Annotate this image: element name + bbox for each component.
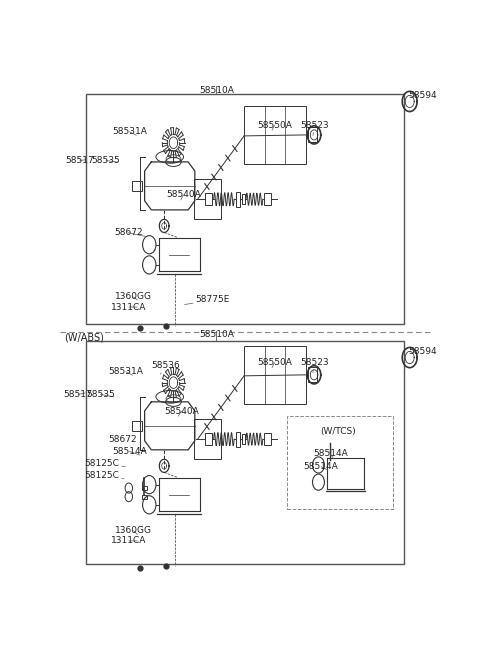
Text: 58523: 58523 [300, 358, 329, 373]
Bar [132, 420, 142, 431]
Text: 1360GG: 1360GG [115, 526, 152, 535]
Bar [287, 416, 393, 509]
Text: 58514A: 58514A [112, 447, 147, 456]
Bar [309, 367, 317, 382]
Text: 1360GG: 1360GG [115, 293, 152, 301]
Text: 58775E: 58775E [185, 295, 230, 304]
Bar [142, 495, 147, 499]
Text: 58540A: 58540A [164, 407, 199, 416]
Text: 58594: 58594 [408, 91, 436, 100]
Text: 58523: 58523 [300, 121, 329, 135]
Text: 58514A: 58514A [304, 462, 338, 471]
Text: 58672: 58672 [114, 228, 145, 237]
Text: 58536: 58536 [151, 361, 180, 374]
Text: 1311CA: 1311CA [111, 302, 147, 312]
Text: 58514A: 58514A [313, 449, 348, 459]
Bar [194, 179, 221, 220]
Text: 58517: 58517 [64, 390, 93, 399]
Text: 58540A: 58540A [166, 190, 201, 200]
Bar [241, 194, 245, 204]
Text: 58550A: 58550A [257, 121, 292, 131]
Bar [236, 192, 240, 207]
Bar [86, 341, 404, 564]
Text: 58125C: 58125C [84, 459, 125, 468]
Bar [244, 346, 305, 403]
Text: 58550A: 58550A [257, 358, 292, 367]
Text: 58510A: 58510A [199, 330, 234, 339]
Text: 58517: 58517 [66, 156, 95, 165]
Bar [264, 433, 271, 445]
Text: 58672: 58672 [108, 436, 141, 444]
Bar [132, 181, 142, 191]
Bar [205, 193, 212, 205]
Bar [86, 94, 404, 323]
Text: 58535: 58535 [86, 390, 115, 399]
Text: 58510A: 58510A [199, 86, 234, 94]
Text: (W/TCS): (W/TCS) [321, 427, 356, 436]
Text: 58531A: 58531A [108, 367, 143, 376]
Bar [309, 127, 317, 142]
Text: (W/ABS): (W/ABS) [64, 333, 104, 342]
Text: 58535: 58535 [92, 156, 120, 165]
Bar [194, 419, 221, 459]
Bar [142, 486, 147, 490]
Bar [236, 432, 240, 447]
Text: 58125C: 58125C [84, 471, 124, 480]
Bar [205, 433, 212, 445]
Bar [241, 434, 245, 444]
Bar [264, 193, 271, 205]
Bar [244, 106, 305, 164]
Text: 1311CA: 1311CA [111, 537, 147, 545]
Text: 58531A: 58531A [112, 127, 147, 136]
Text: 58594: 58594 [408, 347, 436, 356]
